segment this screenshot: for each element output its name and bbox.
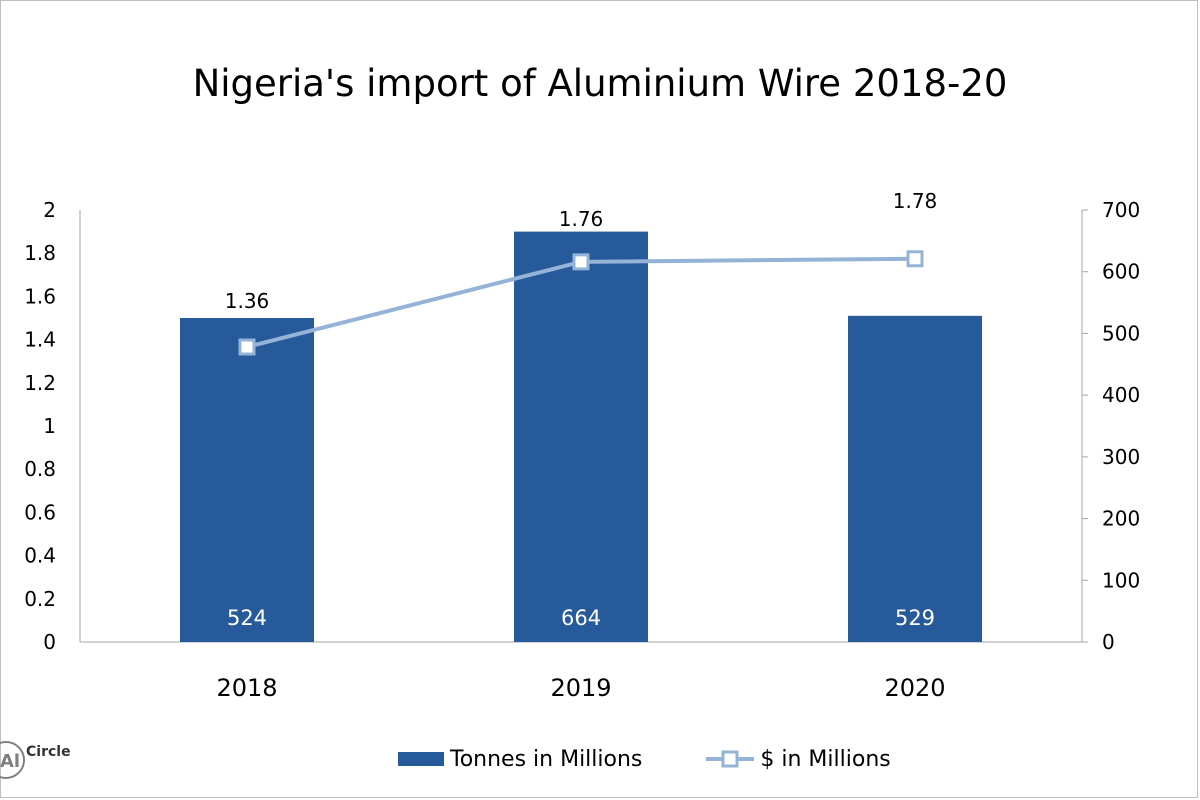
legend: Tonnes in Millions $ in Millions [398, 744, 955, 774]
y-left-tick-label: 1.4 [24, 328, 56, 352]
y-right-tick-label: 300 [1102, 445, 1140, 469]
line-marker [238, 338, 256, 356]
legend-line-swatch [706, 750, 755, 768]
line-marker [572, 253, 590, 271]
bar-inner-label: 664 [561, 606, 601, 630]
bar-inner-label: 529 [895, 606, 935, 630]
data-label: 1.76 [559, 207, 604, 231]
bar [180, 318, 314, 642]
y-right-tick-label: 500 [1102, 321, 1140, 345]
y-right-tick-label: 600 [1102, 260, 1140, 284]
y-right-tick-label: 200 [1102, 507, 1140, 531]
y-right-tick-label: 0 [1102, 630, 1115, 654]
legend-label-tonnes: Tonnes in Millions [450, 746, 643, 772]
legend-bar-swatch [398, 752, 444, 766]
chart-title: Nigeria's import of Aluminium Wire 2018-… [192, 62, 1008, 105]
y-left-tick-label: 0.6 [24, 500, 56, 524]
bar-inner-label: 524 [227, 606, 267, 630]
y-left-tick-label: 1 [43, 414, 56, 438]
bar [514, 231, 648, 642]
x-tick-label: 2020 [884, 674, 945, 702]
y-right-tick-label: 100 [1102, 568, 1140, 592]
y-right-tick-label: 400 [1102, 383, 1140, 407]
x-tick-label: 2018 [216, 674, 277, 702]
y-left-tick-label: 1.8 [24, 241, 56, 265]
y-right-tick-label: 700 [1102, 198, 1140, 222]
y-left-tick-label: 1.2 [24, 371, 56, 395]
legend-item-dollars: $ in Millions [706, 746, 891, 772]
logo-text: Circle [26, 744, 71, 760]
y-left-tick-label: 0.8 [24, 457, 56, 481]
data-label: 1.78 [893, 189, 938, 213]
legend-label-dollars: $ in Millions [760, 746, 891, 772]
svg-text:Al: Al [0, 751, 20, 772]
legend-item-tonnes: Tonnes in Millions [398, 747, 642, 772]
x-tick-label: 2019 [550, 674, 611, 702]
alcircle-logo: Al Circle [0, 741, 71, 779]
y-left-tick-label: 0 [43, 630, 56, 654]
y-left-tick-label: 1.6 [24, 284, 56, 308]
line-marker [906, 250, 924, 268]
bar [848, 315, 982, 642]
y-left-tick-label: 0.2 [24, 587, 56, 611]
data-label: 1.36 [225, 289, 270, 313]
y-left-tick-label: 2 [43, 198, 56, 222]
y-left-tick-label: 0.4 [24, 544, 56, 568]
